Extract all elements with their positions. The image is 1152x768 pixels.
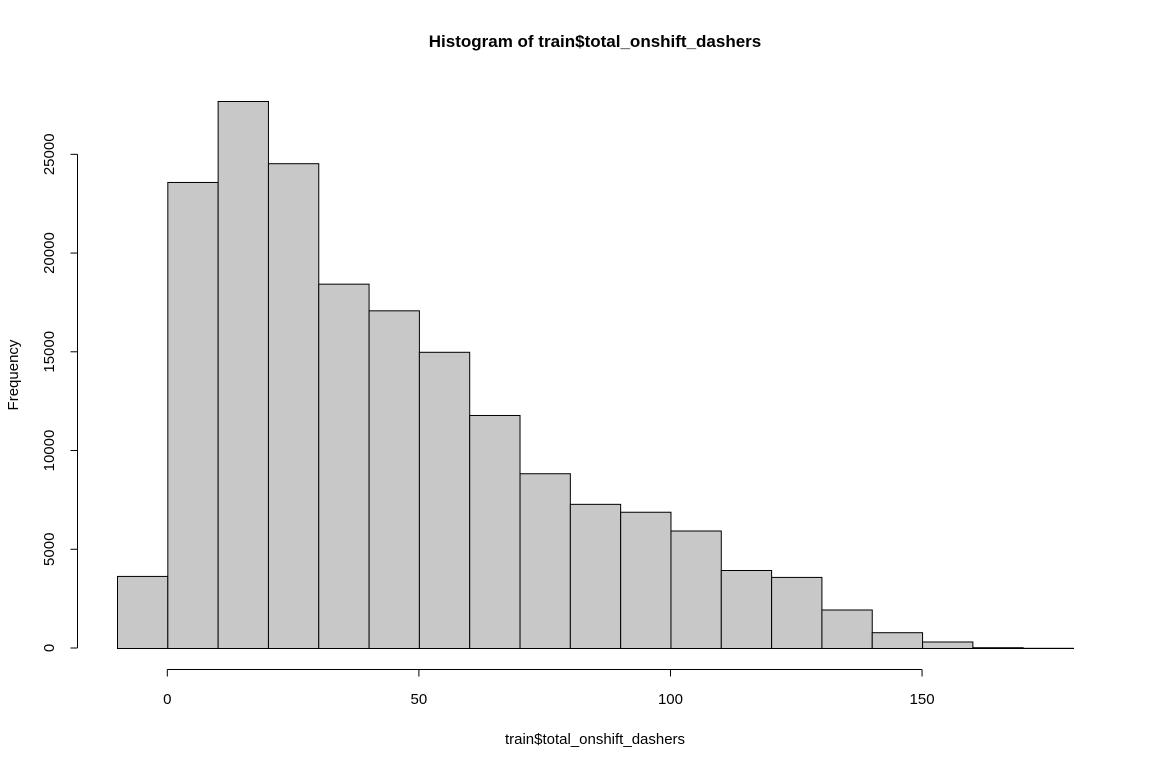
y-axis: 0 5000 10000 15000 20000 25000 (41, 133, 78, 652)
y-tick-label: 0 (41, 644, 58, 652)
histogram-bar (167, 181, 219, 650)
histogram-bar (569, 503, 622, 649)
histogram-bar (519, 473, 571, 649)
histogram-bar (267, 163, 320, 649)
x-axis: 0 50 100 150 (163, 669, 935, 708)
y-tick-label: 10000 (41, 430, 58, 472)
x-tick-label: 50 (411, 691, 428, 708)
y-axis-label: Frequency (5, 339, 22, 410)
histogram-bar (217, 101, 269, 649)
histogram-bar (368, 310, 420, 649)
y-tick-label: 5000 (41, 533, 58, 566)
histogram-bar (620, 511, 672, 649)
histogram-bar (720, 570, 773, 649)
x-tick-label: 150 (910, 691, 935, 708)
histogram-bar (972, 647, 1024, 650)
chart-title: Histogram of train$total_onshift_dashers (429, 32, 762, 51)
bars-group (117, 101, 1074, 650)
y-tick-label: 25000 (41, 133, 58, 175)
x-tick-label: 0 (163, 691, 171, 708)
histogram-bar (922, 641, 974, 649)
y-tick-label: 15000 (41, 331, 58, 373)
histogram-bar (469, 414, 521, 650)
histogram-bar (418, 351, 471, 649)
histogram-bar (871, 632, 924, 650)
histogram-bar (771, 576, 823, 649)
y-tick-label: 20000 (41, 232, 58, 274)
histogram-bar (670, 530, 722, 649)
x-axis-label: train$total_onshift_dashers (505, 731, 685, 748)
histogram-bar (821, 609, 873, 649)
x-tick-label: 100 (658, 691, 683, 708)
histogram-bar (318, 283, 370, 649)
histogram-bar (117, 575, 169, 649)
